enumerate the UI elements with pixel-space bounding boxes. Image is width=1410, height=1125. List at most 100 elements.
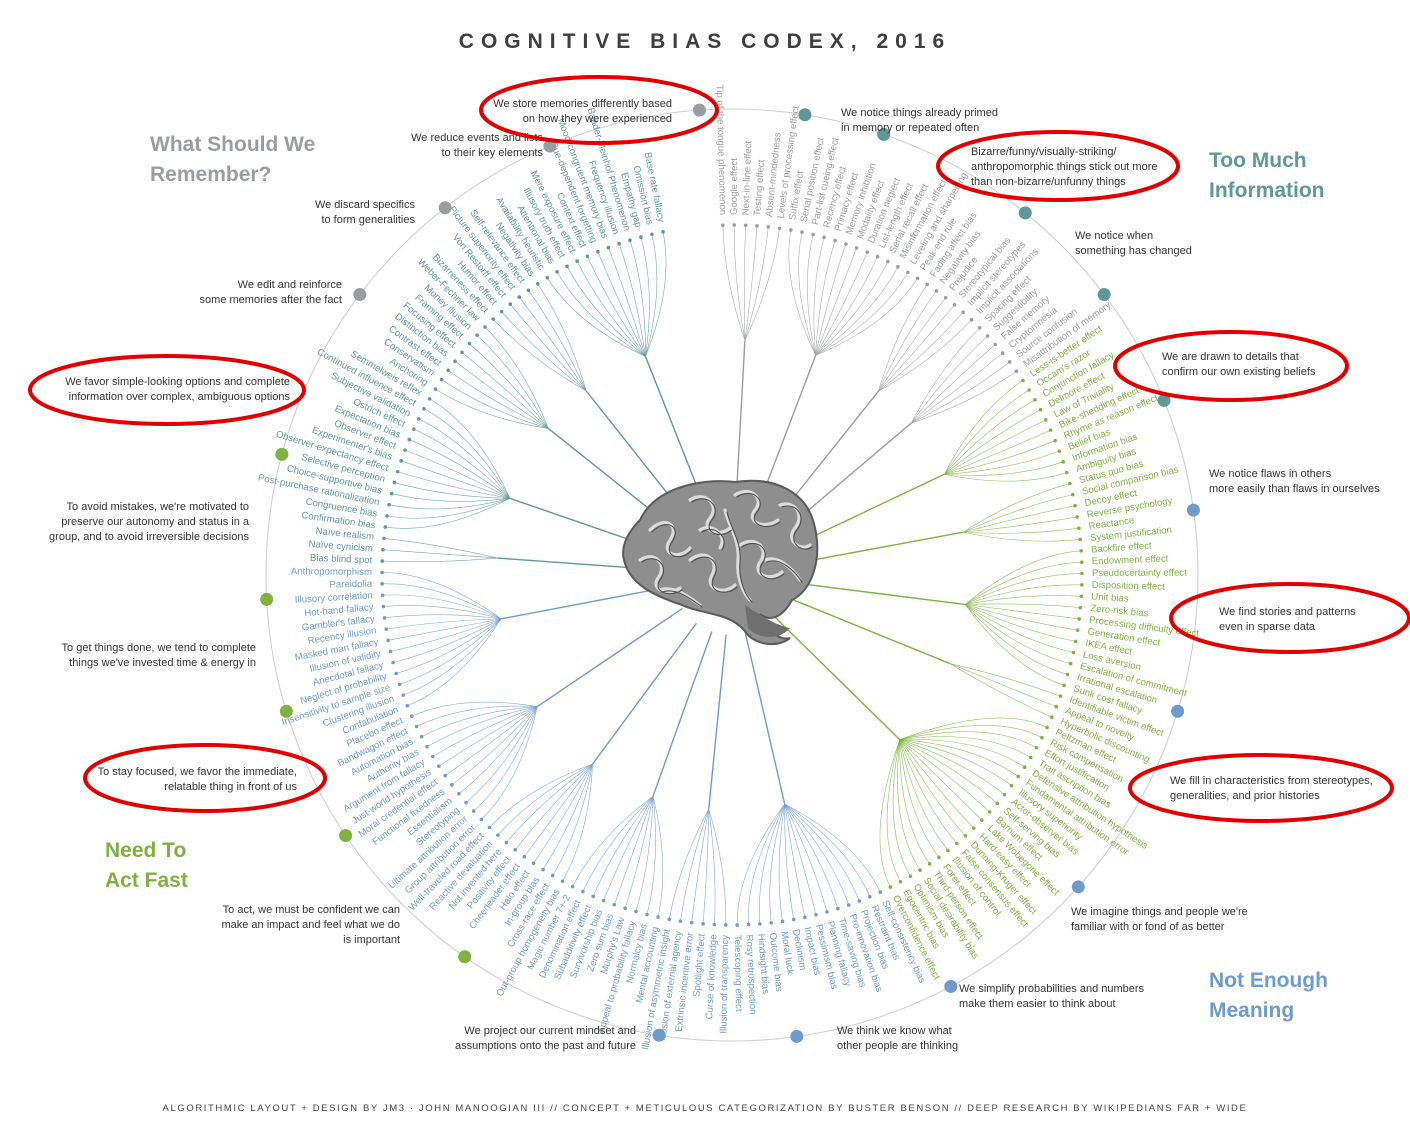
category-label-line: generalities, and prior histories bbox=[1170, 790, 1320, 802]
branch-twig bbox=[489, 763, 593, 828]
branch-twig bbox=[962, 483, 1070, 533]
branch-twig bbox=[744, 226, 769, 341]
branch-twig bbox=[382, 549, 498, 559]
branch-twig bbox=[403, 618, 502, 696]
branch-twig bbox=[646, 796, 656, 915]
bias-dot bbox=[971, 826, 976, 830]
bias-dot bbox=[399, 459, 403, 463]
bias-dot bbox=[513, 847, 518, 852]
bias-dot bbox=[1021, 378, 1025, 383]
category-node bbox=[339, 829, 353, 843]
branch-twig bbox=[815, 252, 868, 356]
branch-twig bbox=[429, 398, 511, 499]
bias-dot bbox=[384, 627, 389, 631]
bias-dot bbox=[650, 232, 654, 237]
bias-dot bbox=[918, 868, 922, 872]
branch-twig bbox=[514, 763, 593, 850]
branch-twig bbox=[409, 439, 511, 499]
category-label-10: We project our current mindset and assump… bbox=[455, 1024, 636, 1054]
bias-dot bbox=[596, 249, 600, 254]
branch-twig bbox=[892, 739, 911, 877]
bias-dot bbox=[560, 879, 565, 884]
bias-dot bbox=[457, 792, 461, 796]
branch-twig bbox=[506, 763, 593, 843]
branch-twig bbox=[899, 739, 1025, 768]
category-label-line: We simplify probabilities and numbers bbox=[959, 983, 1145, 995]
bias-dot bbox=[1068, 481, 1072, 486]
brain-fold-shadow bbox=[651, 524, 693, 558]
branch-twig bbox=[878, 297, 946, 392]
branch-twig bbox=[454, 360, 549, 429]
branch-twig bbox=[944, 399, 1036, 475]
quadrant-title-remember: What Should We Remember? bbox=[150, 133, 316, 186]
bias-dot bbox=[508, 302, 513, 306]
branch-twig bbox=[759, 803, 785, 924]
branch-twig bbox=[421, 706, 538, 737]
category-label-line: other people are thinking bbox=[837, 1040, 959, 1052]
category-node bbox=[543, 139, 557, 153]
branch-twig bbox=[438, 706, 538, 767]
category-label-line: on how they were experienced bbox=[522, 113, 672, 125]
bias-dot bbox=[570, 884, 575, 889]
bias-dot bbox=[1079, 560, 1084, 564]
category-label-line: some memories after the fact bbox=[199, 294, 342, 306]
bias-dot bbox=[927, 862, 932, 866]
branch-twig bbox=[944, 472, 1067, 482]
branch-trunk bbox=[708, 634, 727, 809]
branch-twig bbox=[736, 803, 785, 925]
branch-twig bbox=[784, 803, 817, 915]
branch-twig bbox=[552, 764, 593, 876]
bias-dot bbox=[1007, 360, 1012, 364]
branch-twig bbox=[519, 296, 587, 391]
bias-dot bbox=[1014, 369, 1019, 373]
branch-twig bbox=[458, 706, 538, 795]
branch-twig bbox=[510, 303, 587, 391]
bias-dot bbox=[943, 295, 948, 300]
brain-stem bbox=[745, 605, 790, 637]
bias-dot bbox=[1045, 725, 1049, 730]
branch-twig bbox=[640, 236, 650, 357]
branch-twig bbox=[393, 618, 502, 663]
category-label-2: We reduce events and lists to their key e… bbox=[411, 131, 543, 161]
bias-dot bbox=[617, 241, 621, 246]
bias-dot bbox=[612, 902, 617, 907]
branch-twig bbox=[899, 739, 990, 813]
branch-twig bbox=[733, 225, 746, 341]
branch-twig bbox=[461, 352, 549, 429]
branch-twig bbox=[963, 527, 1079, 534]
branch-twig bbox=[964, 604, 1065, 686]
category-label-12: We simplify probabilities and numbers mak… bbox=[959, 982, 1144, 1012]
branch-twig bbox=[807, 234, 816, 356]
branch-twig bbox=[815, 256, 878, 356]
bias-dot bbox=[409, 714, 414, 719]
branch-twig bbox=[629, 240, 646, 357]
category-label-line: confirm our own existing beliefs bbox=[1162, 366, 1316, 378]
category-label-9: To act, we must be confident we can make … bbox=[221, 903, 400, 948]
bias-dot bbox=[735, 923, 739, 927]
category-label-line: anthropomorphic things stick out more bbox=[971, 161, 1158, 173]
brain-fold bbox=[738, 539, 784, 579]
branch-twig bbox=[784, 803, 806, 918]
category-node bbox=[438, 201, 452, 215]
bias-dot bbox=[780, 919, 785, 924]
brain-fold-shadow bbox=[701, 529, 725, 551]
category-node bbox=[692, 103, 706, 117]
bias-dot bbox=[803, 915, 807, 920]
branch-twig bbox=[680, 808, 710, 922]
bias-dot bbox=[814, 912, 818, 917]
bias-dot bbox=[387, 502, 391, 507]
bias-label: Rosy retrospection bbox=[743, 934, 758, 1014]
bias-dot bbox=[1061, 460, 1065, 464]
category-node bbox=[798, 108, 812, 122]
bias-label: Zero-risk bias bbox=[1090, 603, 1149, 619]
branch-twig bbox=[645, 231, 667, 357]
branch-twig bbox=[944, 389, 1030, 475]
bias-dot bbox=[380, 570, 384, 575]
category-label-line: To act, we must be confident we can bbox=[222, 904, 400, 916]
bias-dot bbox=[743, 223, 748, 228]
category-label-line: We find stories and patterns bbox=[1219, 606, 1356, 618]
category-label-line: We discard specifics bbox=[314, 199, 415, 211]
branch-twig bbox=[528, 290, 587, 391]
branch-twig bbox=[465, 706, 538, 803]
branch-twig bbox=[784, 803, 871, 897]
